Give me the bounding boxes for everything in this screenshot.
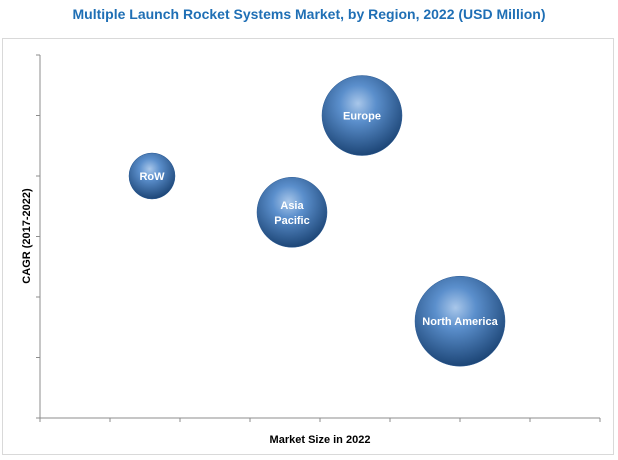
bubble-label-north-america: North America	[422, 316, 498, 328]
bubble-label-asia-pacific: Asia	[280, 200, 304, 212]
bubble-label-europe: Europe	[343, 111, 381, 123]
bubble-asia-pacific	[256, 177, 328, 248]
bubble-label-row: RoW	[139, 171, 165, 183]
y-axis-label: CAGR (2017-2022)	[21, 188, 33, 284]
chart-frame	[2, 38, 614, 455]
x-axis-label: Market Size in 2022	[270, 434, 371, 446]
bubble-label-asia-pacific: Pacific	[274, 215, 309, 227]
bubble-north-america	[414, 275, 506, 367]
bubble-europe	[321, 75, 403, 156]
chart-title: Multiple Launch Rocket Systems Market, b…	[72, 6, 546, 22]
bubble-row	[128, 152, 176, 200]
